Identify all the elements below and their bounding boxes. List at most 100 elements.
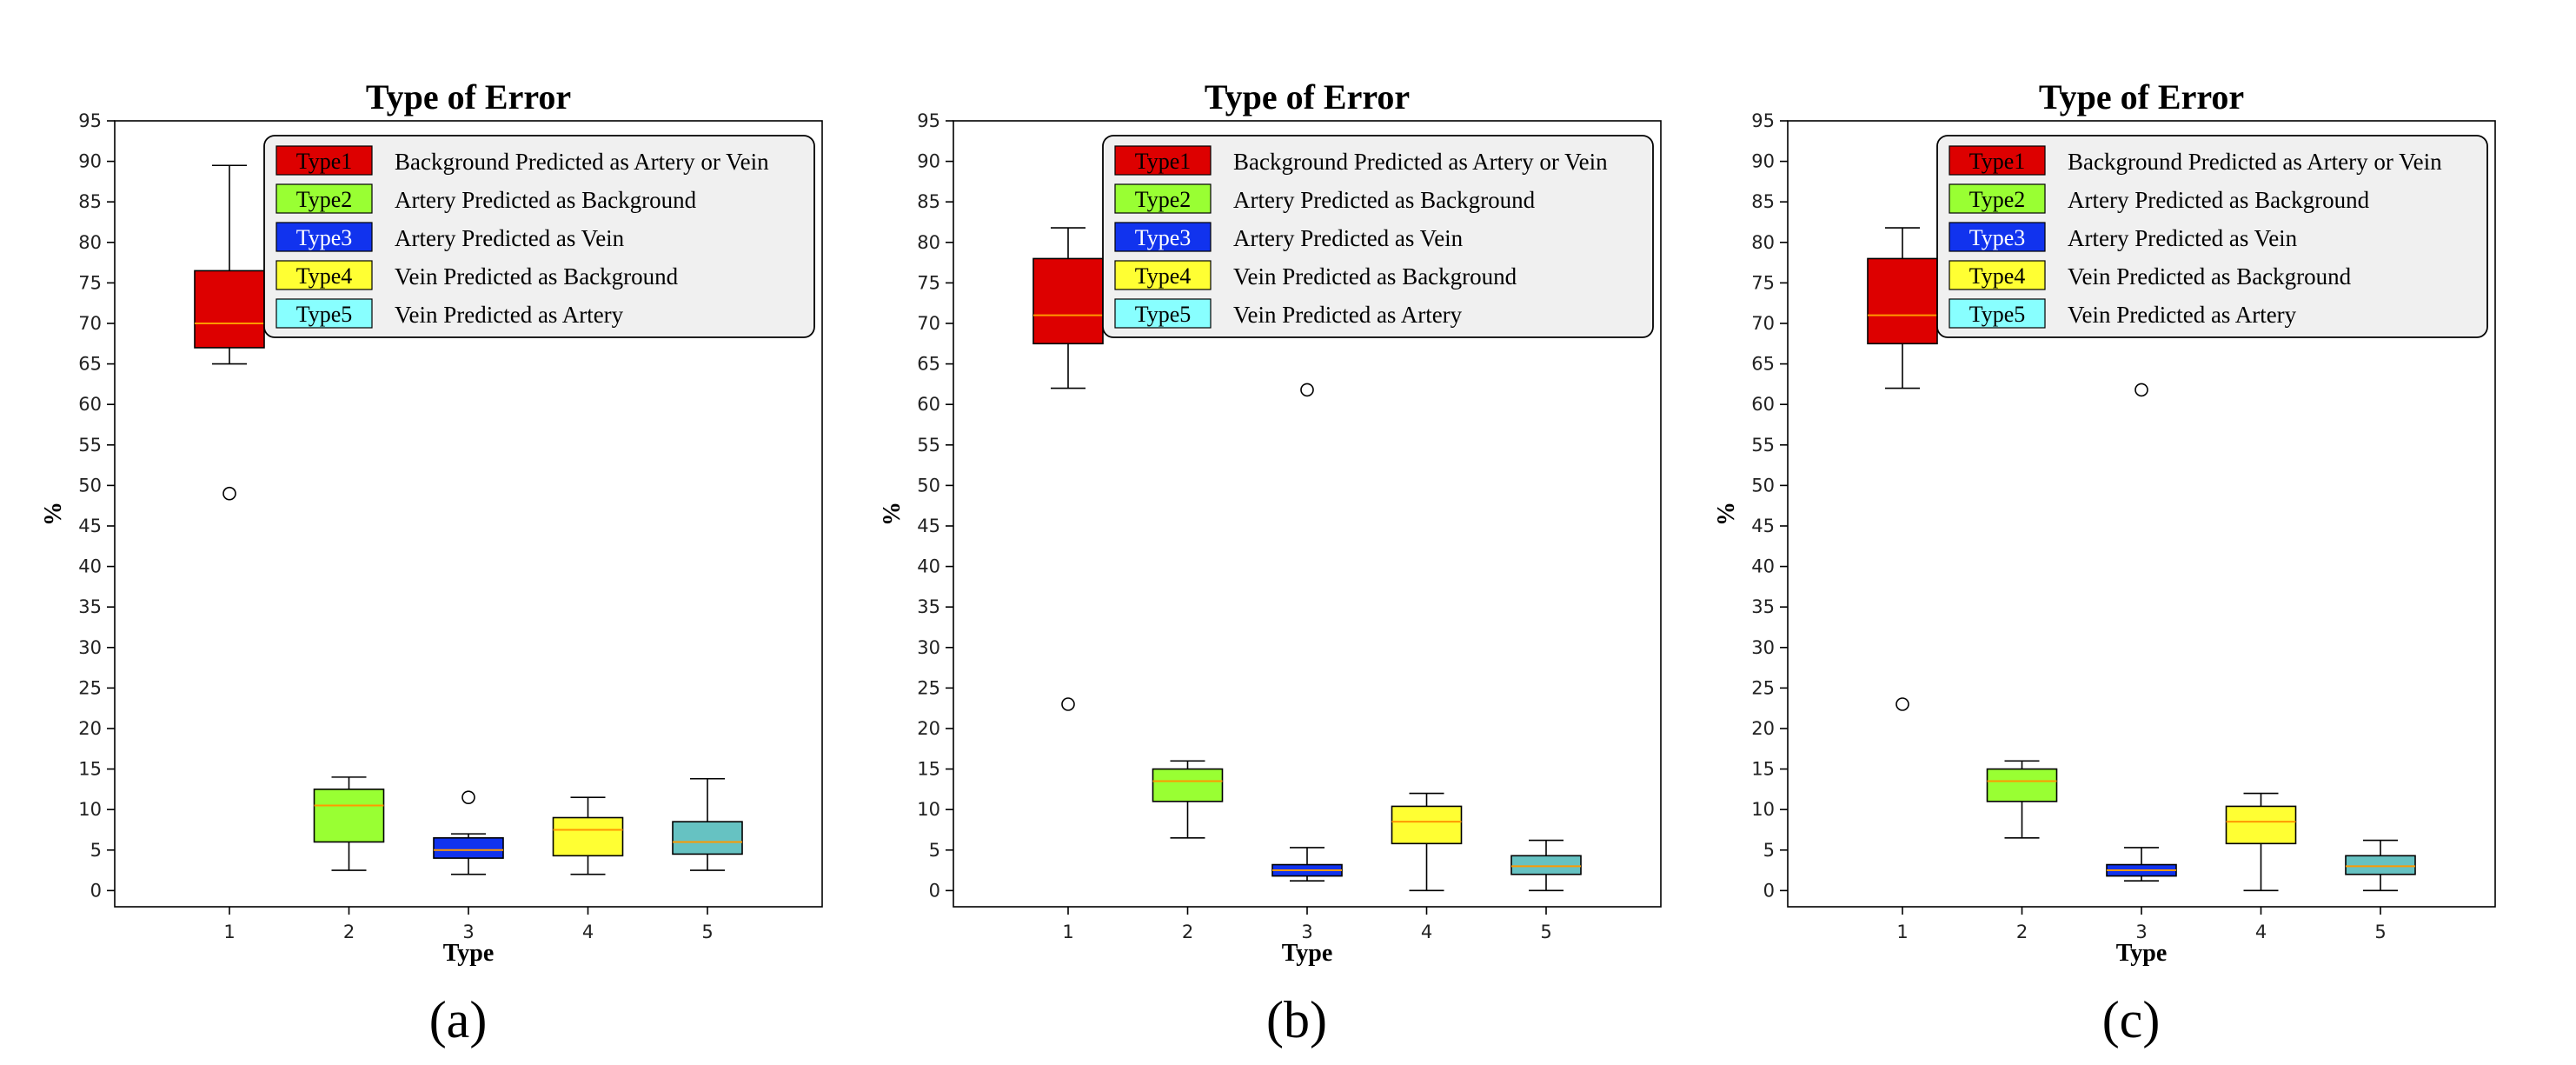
outlier-point bbox=[1300, 383, 1314, 397]
legend-key-type3: Type3 bbox=[1969, 225, 2026, 250]
legend-key-type5: Type5 bbox=[296, 302, 353, 327]
box-3 bbox=[2106, 383, 2177, 882]
legend-label-type3: Artery Predicted as Vein bbox=[395, 225, 625, 251]
legend-swatch-type5 bbox=[276, 298, 373, 329]
legend-swatch-type1 bbox=[276, 145, 373, 176]
x-tick-label: 2 bbox=[2016, 922, 2028, 942]
y-tick-label: 65 bbox=[1751, 354, 1775, 375]
y-tick-label: 75 bbox=[1751, 272, 1775, 293]
legend-label-type1: Background Predicted as Artery or Vein bbox=[395, 149, 769, 175]
legend-label-type4: Vein Predicted as Background bbox=[395, 263, 679, 290]
box-1 bbox=[1032, 227, 1104, 711]
outlier-point bbox=[2134, 383, 2148, 397]
y-tick-label: 30 bbox=[917, 637, 940, 658]
y-tick-label: 75 bbox=[917, 272, 940, 293]
box-3 bbox=[1271, 383, 1343, 882]
box-body bbox=[1510, 855, 1582, 875]
box-3 bbox=[433, 790, 504, 875]
y-tick-label: 5 bbox=[929, 840, 940, 861]
y-tick-label: 45 bbox=[1751, 516, 1775, 536]
y-tick-label: 85 bbox=[1751, 191, 1775, 212]
legend-label-type2: Artery Predicted as Background bbox=[1233, 187, 1536, 213]
y-tick-label: 40 bbox=[78, 556, 102, 577]
box-body bbox=[1391, 805, 1463, 845]
y-tick-label: 95 bbox=[78, 110, 102, 131]
y-tick-label: 0 bbox=[929, 880, 940, 901]
y-tick-label: 20 bbox=[917, 718, 940, 739]
legend-label-type5: Vein Predicted as Artery bbox=[2068, 302, 2297, 328]
y-tick-label: 10 bbox=[78, 799, 102, 820]
legend-label-type1: Background Predicted as Artery or Vein bbox=[2068, 149, 2442, 175]
y-tick-label: 55 bbox=[1751, 435, 1775, 456]
box-5 bbox=[2345, 839, 2416, 892]
y-tick-label: 50 bbox=[917, 475, 940, 496]
y-axis-label: % bbox=[879, 502, 906, 526]
y-tick-label: 40 bbox=[917, 556, 940, 577]
legend-swatch-type3 bbox=[276, 222, 373, 252]
box-5 bbox=[672, 777, 743, 871]
y-tick-label: 20 bbox=[1751, 718, 1775, 739]
box-4 bbox=[1391, 792, 1463, 892]
legend-key-type4: Type4 bbox=[1969, 263, 2026, 289]
box-5 bbox=[1510, 839, 1582, 892]
x-tick-label: 1 bbox=[223, 922, 235, 942]
y-tick-label: 10 bbox=[1751, 799, 1775, 820]
x-axis-label: Type bbox=[2116, 940, 2168, 967]
box-2 bbox=[1152, 760, 1224, 839]
y-tick-label: 95 bbox=[1751, 110, 1775, 131]
y-tick-label: 80 bbox=[78, 232, 102, 253]
legend-swatch-type3 bbox=[1949, 222, 2046, 252]
legend-label-type5: Vein Predicted as Artery bbox=[1233, 302, 1463, 328]
legend-swatch-type4 bbox=[1949, 260, 2046, 290]
y-tick-label: 25 bbox=[1751, 677, 1775, 698]
legend-key-type1: Type1 bbox=[1135, 149, 1192, 174]
y-tick-label: 35 bbox=[917, 596, 940, 617]
chart-panel-a: Type of Error051015202530354045505560657… bbox=[40, 77, 823, 1048]
legend-swatch-type4 bbox=[276, 260, 373, 290]
box-body bbox=[1986, 768, 2058, 802]
legend-label-type3: Artery Predicted as Vein bbox=[2068, 225, 2298, 251]
legend-swatch-type1 bbox=[1949, 145, 2046, 176]
legend-key-type3: Type3 bbox=[296, 225, 353, 250]
legend-label-type4: Vein Predicted as Background bbox=[1233, 263, 1517, 290]
x-tick-label: 4 bbox=[582, 922, 594, 942]
x-tick-label: 4 bbox=[1421, 922, 1432, 942]
legend-swatch-type2 bbox=[1114, 183, 1212, 214]
box-2 bbox=[313, 776, 385, 871]
legend-key-type4: Type4 bbox=[1135, 263, 1192, 289]
legend-key-type2: Type2 bbox=[1135, 187, 1192, 212]
y-tick-label: 60 bbox=[917, 394, 940, 415]
y-tick-label: 65 bbox=[78, 354, 102, 375]
legend-box bbox=[263, 135, 815, 338]
y-tick-label: 25 bbox=[917, 677, 940, 698]
y-tick-label: 5 bbox=[90, 840, 102, 861]
box-body bbox=[313, 789, 385, 843]
legend-key-type5: Type5 bbox=[1969, 302, 2026, 327]
panel-caption: (b) bbox=[1266, 991, 1327, 1048]
legend-label-type1: Background Predicted as Artery or Vein bbox=[1233, 149, 1608, 175]
y-tick-label: 90 bbox=[917, 151, 940, 172]
y-tick-label: 15 bbox=[1751, 759, 1775, 780]
y-tick-label: 50 bbox=[78, 475, 102, 496]
plot-frame bbox=[953, 120, 1662, 908]
legend: Type1 Background Predicted as Artery or V… bbox=[263, 135, 815, 338]
y-tick-label: 70 bbox=[917, 313, 940, 334]
legend-label-type4: Vein Predicted as Background bbox=[2068, 263, 2352, 290]
y-tick-label: 0 bbox=[90, 880, 102, 901]
y-tick-label: 90 bbox=[78, 151, 102, 172]
chart-panel-c: Type of Error051015202530354045505560657… bbox=[1713, 77, 2496, 1048]
legend-key-type1: Type1 bbox=[296, 149, 353, 174]
y-tick-label: 90 bbox=[1751, 151, 1775, 172]
legend-label-type3: Artery Predicted as Vein bbox=[1233, 225, 1464, 251]
legend-swatch-type3 bbox=[1114, 222, 1212, 252]
y-tick-label: 40 bbox=[1751, 556, 1775, 577]
legend-swatch-type1 bbox=[1114, 145, 1212, 176]
outlier-point bbox=[461, 790, 475, 804]
x-tick-label: 2 bbox=[1182, 922, 1193, 942]
legend-label-type2: Artery Predicted as Background bbox=[395, 187, 697, 213]
box-4 bbox=[2225, 792, 2297, 892]
box-4 bbox=[552, 796, 624, 875]
x-tick-label: 1 bbox=[1062, 922, 1073, 942]
